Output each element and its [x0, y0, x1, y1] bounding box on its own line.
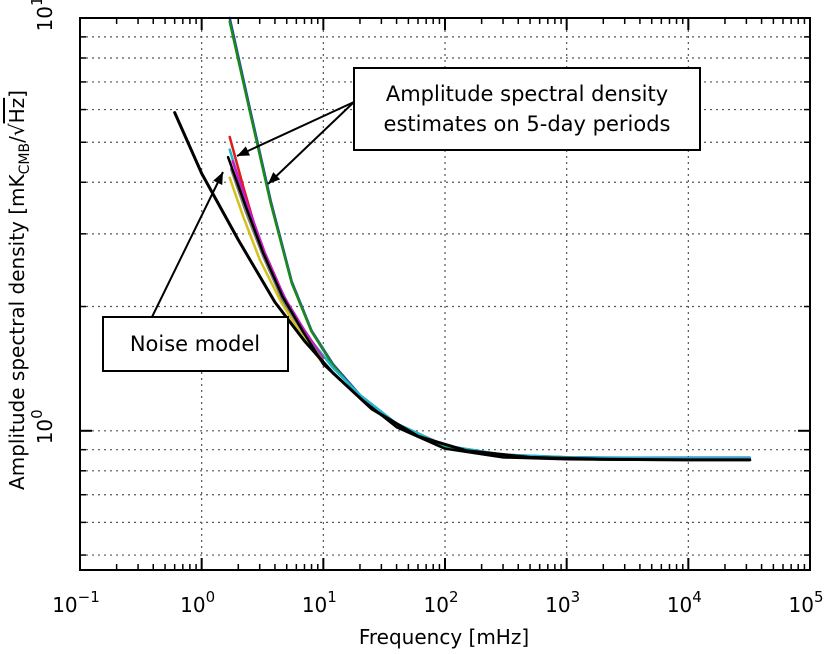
y-axis-label: Amplitude spectral density [mKCMB/√Hz]: [5, 90, 33, 490]
y-axis-label-close: ]: [5, 90, 29, 98]
x-tick-label: 101: [302, 588, 337, 617]
y-axis-label-hz: Hz: [5, 98, 29, 124]
x-axis-label: Frequency [mHz]: [359, 625, 529, 649]
x-tick-label: 104: [667, 588, 702, 617]
series-line-5: [231, 159, 325, 360]
annotation-arrow-spectral-2-head: [268, 172, 281, 184]
y-tick-label: 101: [28, 0, 57, 32]
annotation-box-spectral: [353, 67, 701, 151]
y-axis-label-root: √: [5, 123, 29, 136]
x-tick-label: 103: [545, 588, 580, 617]
x-tick-label: 102: [424, 588, 459, 617]
annotation-text-spectral-line-1: Amplitude spectral density: [386, 82, 668, 106]
series-line-3: [228, 148, 752, 460]
annotation-arrow-spectral-1: [236, 101, 355, 157]
series-line-8: [226, 155, 752, 462]
x-tick-label: 100: [180, 588, 215, 617]
x-tick-label: 10−1: [52, 588, 100, 617]
tick-marks: [79, 17, 811, 570]
series-layer: [173, 16, 752, 462]
annotation-text-noise: Noise model: [130, 332, 260, 356]
annotation-arrow-noise-head: [213, 172, 223, 185]
y-axis-label-slash: /: [5, 136, 29, 143]
annotation-box-noise: [102, 316, 289, 372]
annotation-text-spectral-line-2: estimates on 5-day periods: [384, 112, 671, 136]
series-line-9: [173, 111, 752, 462]
annotations-layer: Amplitude spectral density estimates on 5…: [102, 67, 701, 372]
annotation-arrow-noise: [151, 171, 224, 318]
y-axis-label-main: Amplitude spectral density [mK: [5, 173, 29, 489]
annotation-arrow-spectral-2: [267, 101, 355, 185]
tick-labels: 10−1 100 101 102 103 104 105 100 101: [28, 0, 824, 617]
annotation-arrow-spectral-1-head: [237, 146, 250, 156]
y-axis-label-sub: CMB: [17, 143, 33, 174]
y-tick-label: 100: [28, 409, 57, 444]
x-tick-label: 105: [789, 588, 824, 617]
